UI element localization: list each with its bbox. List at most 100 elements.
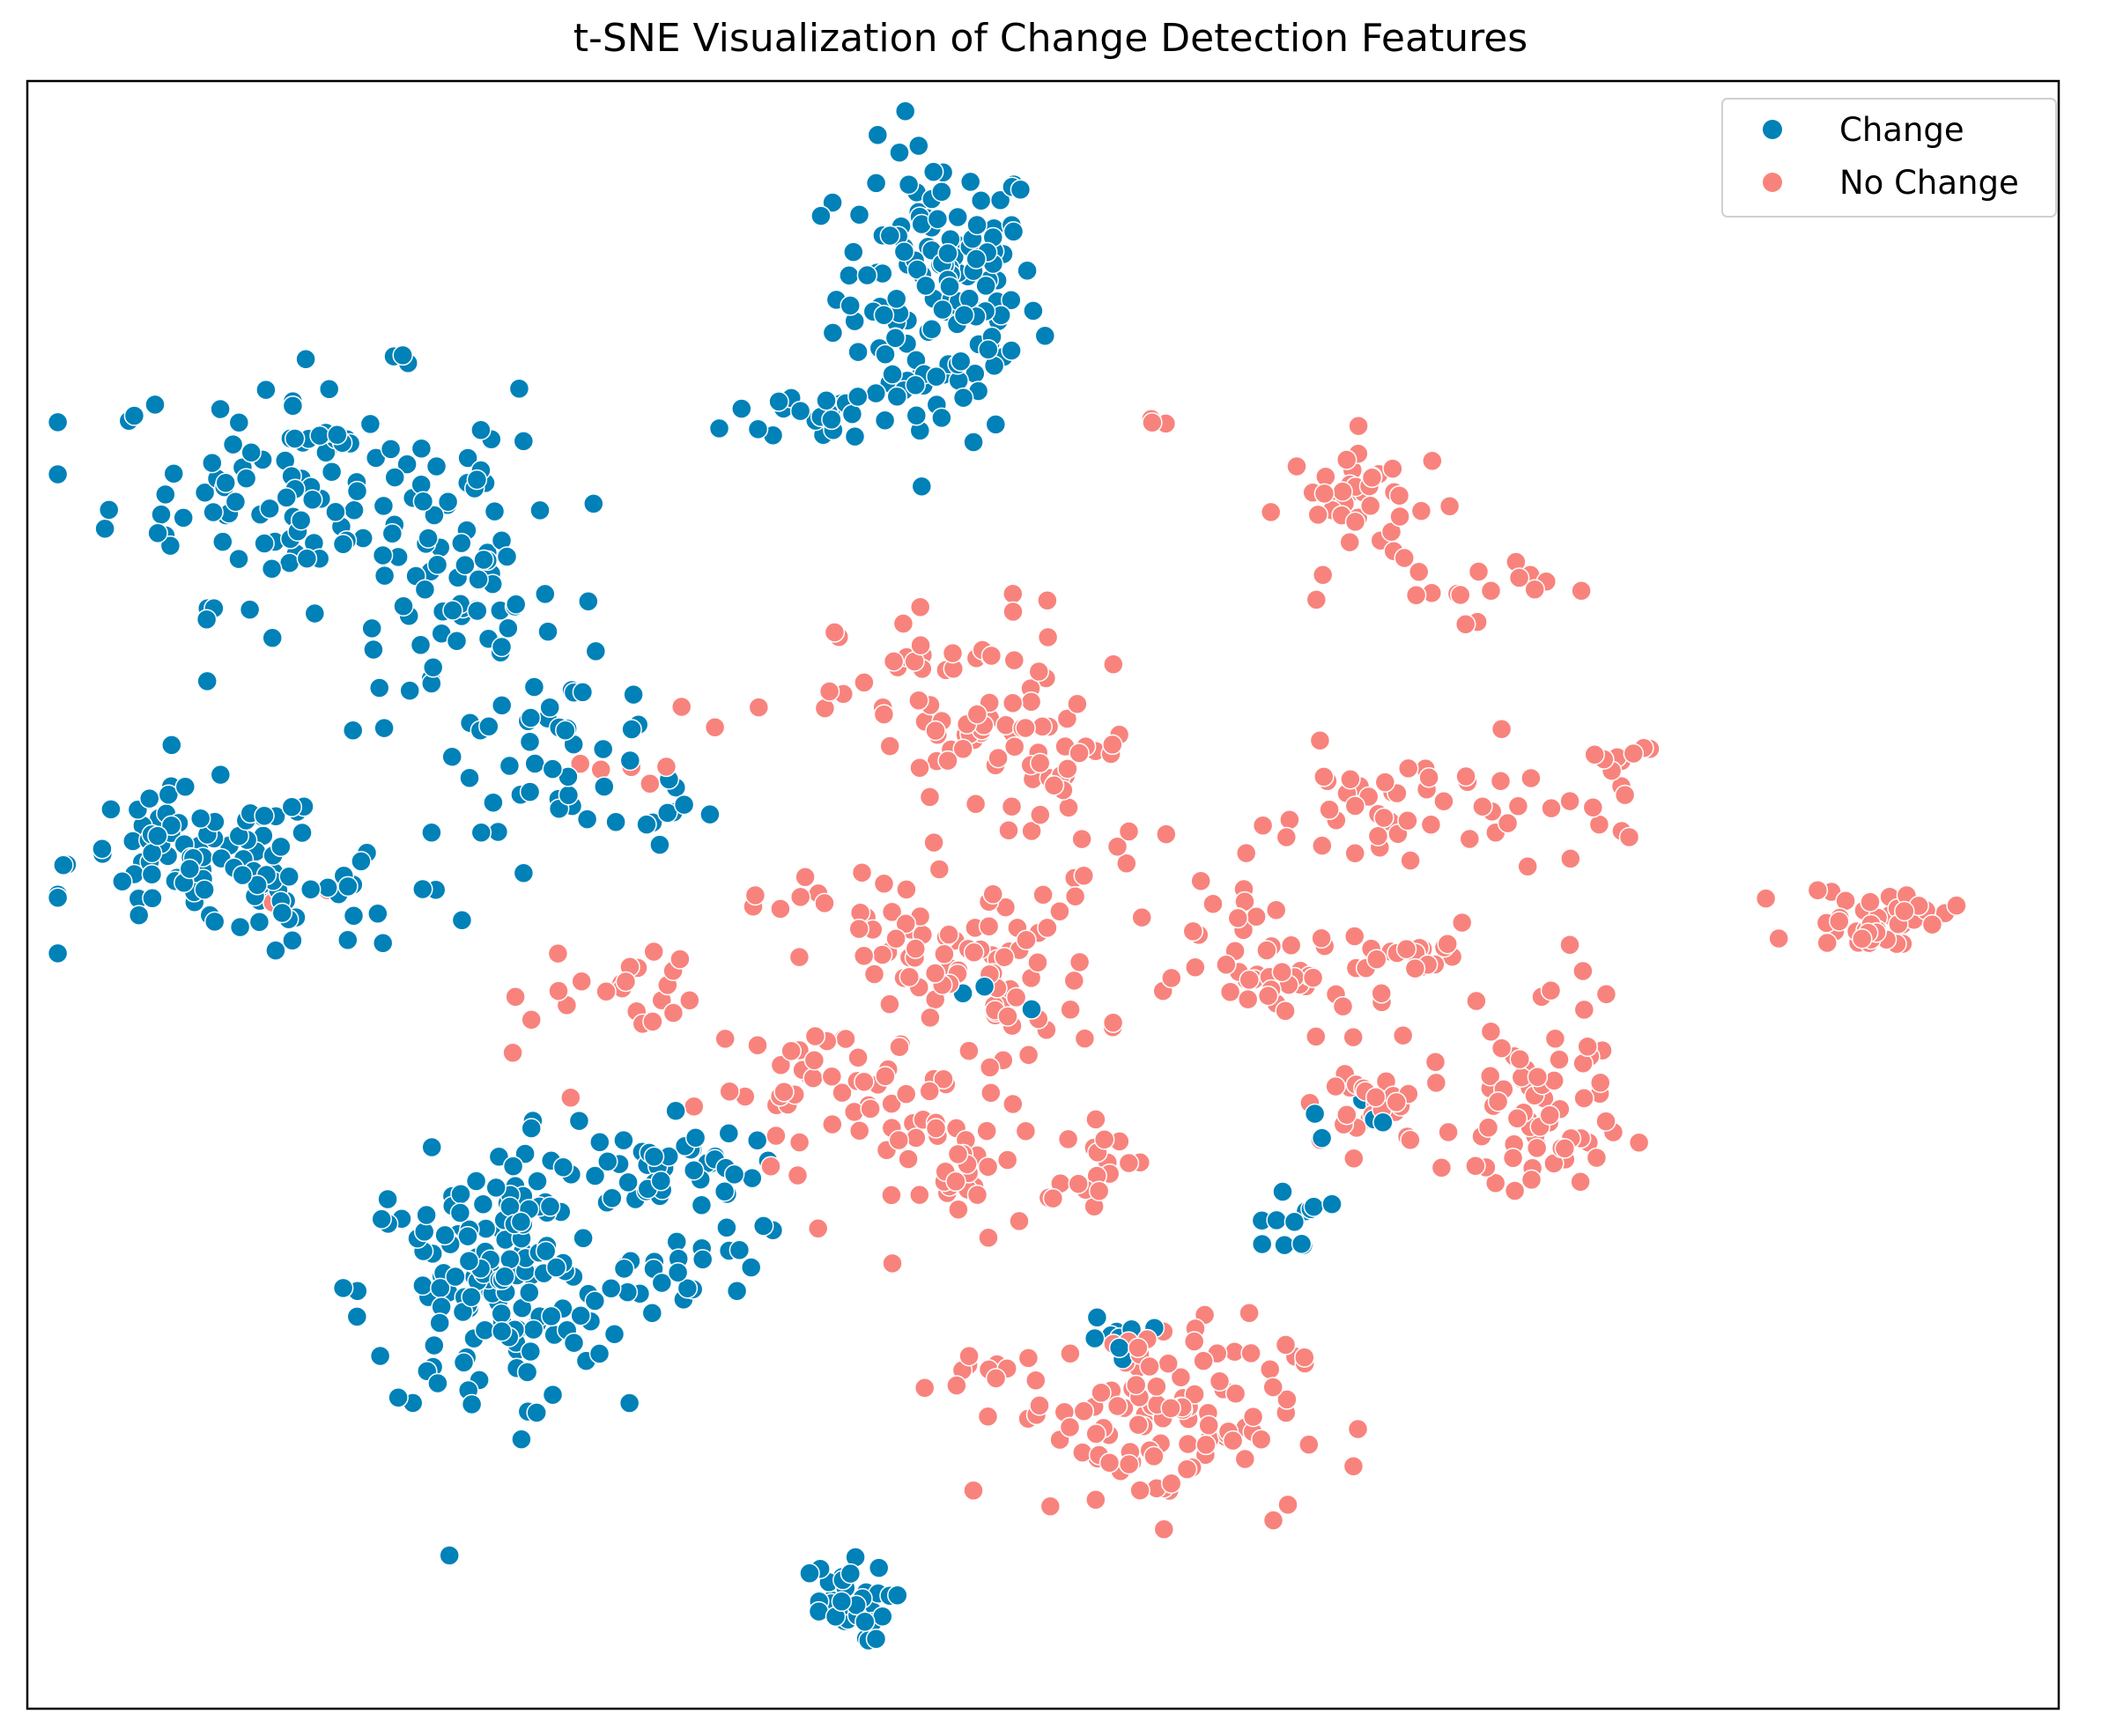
point-change [588, 1343, 610, 1364]
point-change [179, 858, 201, 880]
point-change [594, 776, 615, 797]
point-change [439, 1545, 460, 1566]
point-change [483, 792, 504, 813]
point-no-change [1015, 1120, 1037, 1141]
point-change [821, 409, 842, 431]
point-no-change [1894, 900, 1915, 922]
legend: Change No Change [1721, 98, 2057, 218]
point-no-change [1234, 1448, 1256, 1470]
point-change [470, 822, 492, 844]
point-change [372, 932, 394, 954]
point-no-change [1246, 905, 1267, 927]
point-change [144, 394, 166, 416]
point-change [372, 544, 394, 566]
point-no-change [1037, 917, 1058, 939]
point-change [203, 911, 226, 933]
point-change [392, 344, 413, 366]
point-no-change [937, 750, 958, 772]
point-change [399, 680, 420, 701]
point-change [731, 398, 752, 419]
point-change [215, 472, 236, 494]
point-no-change [822, 1113, 843, 1135]
point-change [505, 594, 527, 615]
point-no-change [1252, 815, 1274, 836]
point-no-change [770, 1054, 792, 1075]
point-change [708, 417, 730, 440]
point-change [1002, 221, 1025, 242]
point-no-change [1400, 850, 1421, 871]
point-change [552, 1156, 574, 1178]
point-change [865, 382, 887, 404]
point-no-change [1106, 836, 1128, 858]
point-no-change [1595, 1111, 1616, 1132]
point-no-change [854, 672, 875, 693]
point-no-change [1506, 1107, 1528, 1129]
point-no-change [928, 859, 951, 880]
point-change [841, 403, 863, 425]
point-change [618, 1171, 639, 1193]
point-no-change [1539, 1104, 1560, 1126]
point-change [373, 495, 395, 517]
point-no-change [1068, 1173, 1089, 1194]
point-no-change [1160, 1397, 1181, 1419]
point-no-change [1302, 967, 1324, 988]
point-change [451, 910, 473, 931]
point-no-change [1276, 1389, 1298, 1410]
point-change [621, 719, 642, 740]
point-change [1251, 1233, 1273, 1255]
point-change [363, 639, 384, 661]
point-change [112, 870, 133, 892]
point-no-change [1586, 1147, 1608, 1169]
point-change [691, 1194, 713, 1216]
point-change [468, 569, 489, 590]
point-change [535, 1240, 557, 1262]
point-change [649, 834, 670, 855]
point-no-change [882, 1252, 903, 1274]
point-change [623, 683, 644, 705]
point-no-change [1392, 1024, 1414, 1046]
point-no-change [1487, 1090, 1509, 1112]
point-change [613, 1129, 634, 1151]
point-no-change [1143, 1445, 1165, 1467]
point-change [276, 487, 297, 508]
point-no-change [1559, 790, 1580, 812]
point-no-change [1595, 983, 1617, 1005]
point-change [374, 717, 395, 739]
point-no-change [789, 886, 811, 908]
point-no-change [1001, 795, 1023, 817]
point-change [1084, 1327, 1106, 1349]
point-no-change [942, 642, 964, 664]
point-change [210, 398, 231, 420]
point-change [937, 242, 958, 264]
point-change [346, 480, 368, 502]
point-change [927, 208, 949, 230]
point-no-change [958, 1345, 980, 1367]
point-no-change [1235, 842, 1257, 864]
point-change [643, 1146, 665, 1168]
point-no-change [848, 1119, 870, 1141]
point-change [228, 548, 249, 570]
point-no-change [1389, 506, 1410, 528]
point-no-change [1118, 1453, 1140, 1475]
point-no-change [1015, 717, 1036, 739]
point-change [906, 405, 928, 426]
point-change [351, 851, 372, 872]
point-no-change [1454, 614, 1476, 635]
point-change [926, 366, 947, 388]
point-no-change [1091, 1382, 1112, 1404]
point-change [939, 276, 960, 297]
point-no-change [1816, 932, 1838, 954]
point-no-change [1490, 771, 1512, 792]
point-no-change [1198, 1415, 1219, 1436]
point-no-change [978, 916, 1000, 937]
point-no-change [704, 717, 726, 738]
point-no-change [899, 966, 921, 987]
point-no-change [1057, 1128, 1079, 1150]
point-change [529, 499, 551, 521]
point-no-change [881, 1093, 902, 1114]
point-change [410, 634, 432, 655]
point-change [893, 240, 915, 262]
point-change [488, 1146, 510, 1167]
point-change [369, 1345, 391, 1367]
point-no-change [1431, 1156, 1453, 1178]
